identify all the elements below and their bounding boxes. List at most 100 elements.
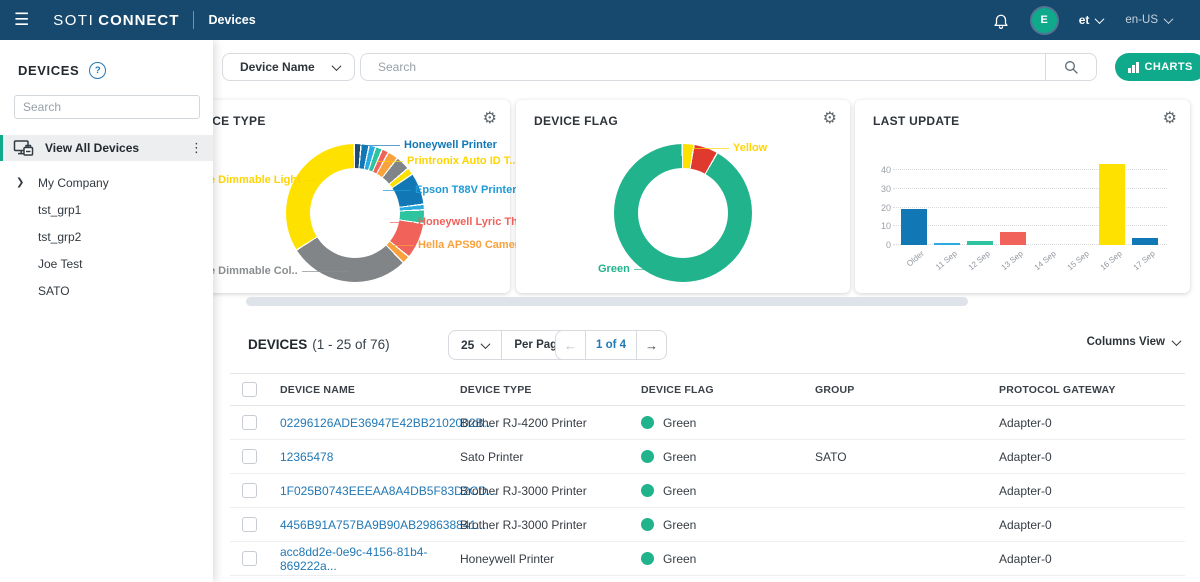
- group-label: tst_grp1: [38, 203, 81, 217]
- last-update-card: LAST UPDATE ⚙ 010203040Older11 Sep12 Sep…: [855, 100, 1190, 293]
- table-row[interactable]: 4456B91A757BA9B90AB298638841... Brother …: [230, 508, 1185, 542]
- device-flag-cell: Green: [641, 450, 815, 464]
- search-field-selector[interactable]: Device Name: [222, 53, 355, 81]
- donut-label: Printronix Auto ID T..: [377, 155, 515, 167]
- flag-dot: [641, 416, 654, 429]
- gateway-cell: Adapter-0: [999, 552, 1185, 566]
- card-title: DEVICE FLAG: [534, 114, 618, 128]
- next-page-button[interactable]: →: [637, 331, 666, 359]
- column-header[interactable]: DEVICE FLAG: [641, 384, 815, 396]
- donut-label: Epson T88V Printer: [383, 184, 516, 196]
- device-search-input[interactable]: [376, 59, 1045, 75]
- group-label: Joe Test: [38, 257, 82, 271]
- group-label: tst_grp2: [38, 230, 81, 244]
- devices-sidebar: DEVICES ? View All Devices ⋮ ❯ My Compan…: [0, 40, 213, 582]
- device-name-link[interactable]: 12365478: [280, 450, 460, 464]
- device-name-link[interactable]: acc8dd2e-0e9c-4156-81b4-869222a...: [280, 545, 460, 573]
- chevron-down-icon: [1172, 336, 1182, 346]
- sidebar-group-item[interactable]: ❯ My Company: [0, 169, 213, 196]
- gateway-cell: Adapter-0: [999, 518, 1185, 532]
- device-group-list: ❯ My Company ❯ tst_grp1 ❯ tst_grp2 ❯ Joe…: [0, 169, 213, 304]
- device-name-link[interactable]: 02296126ADE36947E42BB2102002B...: [280, 416, 460, 430]
- page-indicator: 1 of 4: [585, 331, 637, 359]
- hamburger-menu-icon[interactable]: ☰: [14, 10, 29, 30]
- device-type-cell: Honeywell Printer: [460, 552, 641, 566]
- topbar: ☰ SOTICONNECT Devices E et en-US: [0, 0, 1200, 40]
- select-all-checkbox[interactable]: [242, 382, 257, 397]
- search-button[interactable]: [1045, 54, 1096, 80]
- device-type-cell: Sato Printer: [460, 450, 641, 464]
- table-header-row: DEVICE NAME DEVICE TYPE DEVICE FLAG GROU…: [230, 373, 1185, 406]
- sidebar-item-view-all-devices[interactable]: View All Devices ⋮: [0, 135, 213, 161]
- row-checkbox[interactable]: [242, 449, 257, 464]
- previous-page-button[interactable]: ←: [556, 331, 585, 359]
- bar[interactable]: [934, 243, 960, 245]
- sidebar-group-item[interactable]: ❯ SATO: [0, 277, 213, 304]
- table-row-partial[interactable]: [230, 576, 1185, 582]
- device-type-card: DEVICE TYPE ⚙ Honeywell Printer Printron…: [165, 100, 510, 293]
- help-icon[interactable]: ?: [89, 62, 106, 79]
- bar-chart-icon: [1128, 62, 1139, 73]
- row-checkbox[interactable]: [242, 517, 257, 532]
- donut-label: e Dimmable Col..: [209, 265, 348, 277]
- chevron-down-icon: [1095, 14, 1105, 24]
- topbar-divider: [193, 11, 194, 29]
- table-row[interactable]: 1F025B0743EEEAA8A4DB5F83D2CD... Brother …: [230, 474, 1185, 508]
- filter-selected-value: Device Name: [240, 60, 315, 74]
- per-page-select[interactable]: 25: [449, 331, 501, 359]
- selected-accent-bar: [0, 135, 3, 161]
- gear-icon[interactable]: ⚙: [1163, 108, 1177, 128]
- group-cell: SATO: [815, 450, 999, 464]
- donut-label: e Dimmable Light: [209, 174, 317, 186]
- sidebar-group-item[interactable]: ❯ Joe Test: [0, 250, 213, 277]
- charts-toggle-button[interactable]: CHARTS: [1115, 53, 1200, 81]
- table-row[interactable]: acc8dd2e-0e9c-4156-81b4-869222a... Honey…: [230, 542, 1185, 576]
- flag-dot: [641, 450, 654, 463]
- bar[interactable]: [967, 241, 993, 245]
- device-flag-cell: Green: [641, 552, 815, 566]
- app-window: ☰ SOTICONNECT Devices E et en-US DEVICES…: [0, 0, 1200, 582]
- gear-icon[interactable]: ⚙: [483, 108, 497, 128]
- bar[interactable]: [1132, 238, 1158, 246]
- row-checkbox[interactable]: [242, 415, 257, 430]
- device-flag-cell: Green: [641, 416, 815, 430]
- locale-menu[interactable]: en-US: [1125, 14, 1172, 26]
- kebab-menu-icon[interactable]: ⋮: [190, 140, 203, 156]
- user-menu[interactable]: et: [1079, 13, 1104, 27]
- column-header[interactable]: PROTOCOL GATEWAY: [999, 384, 1185, 396]
- donut-label: Honeywell Printer: [360, 139, 497, 151]
- device-name-link[interactable]: 4456B91A757BA9B90AB298638841...: [280, 518, 460, 532]
- columns-view-button[interactable]: Columns View: [1087, 336, 1180, 348]
- device-flag-donut-chart[interactable]: [614, 144, 752, 282]
- device-name-link[interactable]: 1F025B0743EEEAA8A4DB5F83D2CD...: [280, 484, 460, 498]
- table-body: 02296126ADE36947E42BB2102002B... Brother…: [230, 406, 1185, 576]
- bar[interactable]: [1000, 232, 1026, 245]
- row-checkbox[interactable]: [242, 551, 257, 566]
- horizontal-scrollbar-thumb[interactable]: [246, 297, 968, 306]
- column-header[interactable]: DEVICE TYPE: [460, 384, 641, 396]
- row-checkbox[interactable]: [242, 483, 257, 498]
- sidebar-title: DEVICES: [18, 63, 79, 78]
- user-avatar[interactable]: E: [1032, 8, 1057, 33]
- device-type-cell: Brother RJ-3000 Printer: [460, 518, 641, 532]
- table-row[interactable]: 12365478 Sato Printer Green SATO Adapter…: [230, 440, 1185, 474]
- gear-icon[interactable]: ⚙: [823, 108, 837, 128]
- last-update-bar-chart[interactable]: 010203040Older11 Sep12 Sep13 Sep14 Sep15…: [897, 156, 1167, 245]
- chevron-down-icon: [1164, 14, 1174, 24]
- donut-label: Honeywell Lyric The..: [390, 216, 530, 228]
- flag-dot: [641, 484, 654, 497]
- sidebar-group-item[interactable]: ❯ tst_grp2: [0, 223, 213, 250]
- bar[interactable]: [1099, 164, 1125, 245]
- bar[interactable]: [901, 209, 927, 245]
- expand-chevron-icon[interactable]: ❯: [16, 177, 36, 188]
- device-type-cell: Brother RJ-3000 Printer: [460, 484, 641, 498]
- sidebar-group-item[interactable]: ❯ tst_grp1: [0, 196, 213, 223]
- notifications-bell-icon[interactable]: [992, 11, 1010, 30]
- table-heading: DEVICES(1 - 25 of 76): [248, 337, 390, 352]
- gateway-cell: Adapter-0: [999, 416, 1185, 430]
- device-type-cell: Brother RJ-4200 Printer: [460, 416, 641, 430]
- sidebar-search-input[interactable]: [14, 95, 200, 119]
- table-row[interactable]: 02296126ADE36947E42BB2102002B... Brother…: [230, 406, 1185, 440]
- column-header[interactable]: GROUP: [815, 384, 999, 396]
- column-header[interactable]: DEVICE NAME: [280, 384, 460, 396]
